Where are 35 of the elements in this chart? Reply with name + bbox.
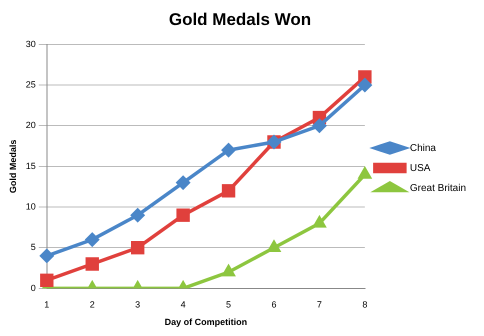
point xyxy=(86,232,99,246)
point xyxy=(222,184,236,198)
y-axis-title: Gold Medals xyxy=(8,140,18,194)
point xyxy=(86,257,99,271)
y-tick-label: 25 xyxy=(26,80,36,90)
x-tick-label: 5 xyxy=(226,299,232,310)
y-tick-label: 15 xyxy=(26,160,36,171)
point xyxy=(176,176,190,190)
point xyxy=(40,274,54,287)
point xyxy=(268,240,280,252)
y-tick-label: 0 xyxy=(30,282,36,293)
legend-label: Great Britain xyxy=(410,182,466,194)
x-tick-label: 4 xyxy=(180,299,186,310)
x-tick-label: 7 xyxy=(316,299,322,310)
chart-title: Gold Medals Won xyxy=(168,10,312,29)
y-tick-label: 30 xyxy=(26,38,36,49)
point xyxy=(176,208,190,222)
legend-label: China xyxy=(410,142,436,154)
x-tick-label: 6 xyxy=(271,299,276,310)
y-tick-label: 5 xyxy=(30,242,36,252)
point xyxy=(222,143,236,157)
x-tick-label: 1 xyxy=(44,299,50,310)
point xyxy=(130,208,144,222)
point xyxy=(358,168,371,179)
point xyxy=(130,241,144,254)
x-axis-title: Day of Competition xyxy=(164,317,248,328)
point xyxy=(358,78,372,92)
point xyxy=(312,118,326,132)
y-tick-label: 20 xyxy=(26,120,36,130)
x-tick-label: 2 xyxy=(90,299,95,310)
legend-label: USA xyxy=(410,162,431,174)
point xyxy=(222,265,235,276)
y-tick-label: 10 xyxy=(26,202,36,212)
x-tick-label: 8 xyxy=(362,299,368,310)
x-tick-label: 3 xyxy=(135,299,140,310)
